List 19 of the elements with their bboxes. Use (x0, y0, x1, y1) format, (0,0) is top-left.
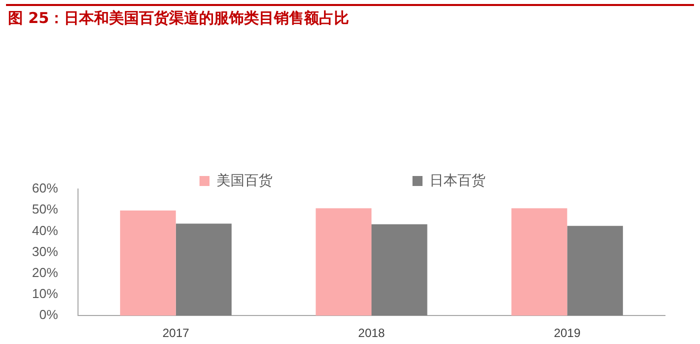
bar (316, 208, 372, 316)
bar (176, 224, 232, 316)
chart-title: 图 25：日本和美国百货渠道的服饰类目销售额占比 (8, 9, 350, 28)
x-tick-label: 2019 (554, 326, 581, 340)
y-tick-label: 0% (39, 307, 58, 322)
bar (372, 224, 428, 316)
x-tick-label: 2018 (358, 326, 386, 340)
bar (120, 210, 176, 316)
y-tick-label: 60% (32, 180, 58, 196)
y-tick-label: 50% (32, 202, 58, 217)
legend-label: 美国百货 (216, 172, 272, 188)
bar (567, 226, 623, 316)
y-tick-label: 30% (32, 244, 58, 259)
legend-label: 日本百货 (430, 172, 486, 188)
y-tick-label: 40% (32, 222, 58, 238)
bar (511, 208, 568, 316)
y-tick-label: 20% (32, 264, 58, 280)
x-tick-label: 2017 (162, 326, 190, 340)
y-tick-label: 10% (32, 286, 58, 302)
